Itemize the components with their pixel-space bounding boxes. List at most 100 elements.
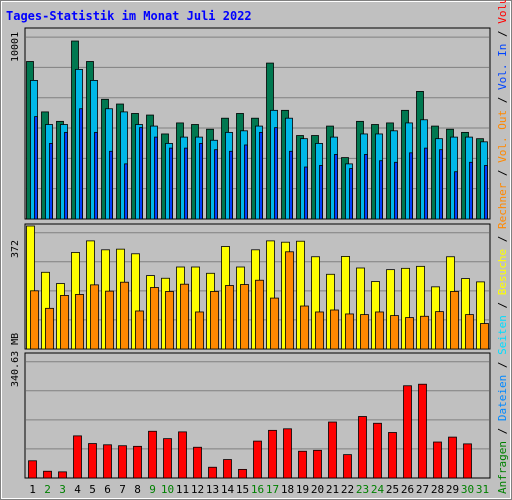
x-tick-label-day-22: 22 (341, 483, 354, 496)
bar-top-seiten-day-19 (304, 166, 308, 220)
x-tick-label-day-12: 12 (191, 483, 204, 496)
bar-bottom-volumen-day-6 (103, 444, 112, 479)
legend-separator: / (496, 24, 509, 44)
x-tick-label-day-31: 31 (476, 483, 489, 496)
panel-top-ymax-label: 10001 (10, 32, 21, 62)
bar-middle-rechner-day-6 (105, 290, 114, 350)
x-tick-label-day-1: 1 (29, 483, 36, 496)
x-tick-label-day-3: 3 (59, 483, 66, 496)
legend-item-dateien: Dateien (496, 375, 509, 421)
bar-bottom-volumen-day-8 (133, 445, 142, 479)
bar-top-seiten-day-9 (154, 136, 158, 220)
bar-middle-rechner-day-28 (435, 311, 444, 350)
bar-middle-rechner-day-29 (450, 291, 459, 350)
bar-top-seiten-day-30 (469, 161, 473, 220)
bar-top-seiten-day-25 (394, 161, 398, 220)
bar-bottom-volumen-day-9 (148, 430, 157, 479)
x-tick-label-day-20: 20 (311, 483, 324, 496)
bar-middle-rechner-day-21 (330, 309, 339, 350)
bar-bottom-volumen-day-20 (313, 449, 322, 479)
bar-middle-rechner-day-18 (285, 251, 294, 350)
bar-bottom-volumen-day-1 (28, 460, 37, 479)
bar-middle-rechner-day-12 (195, 311, 204, 350)
bar-top-seiten-day-17 (274, 127, 278, 220)
bar-middle-rechner-day-8 (135, 310, 144, 350)
legend-item-vol-out: Vol. Out (496, 110, 509, 163)
legend-separator: / (496, 90, 509, 110)
bar-middle-rechner-day-24 (375, 311, 384, 350)
bar-middle-rechner-day-9 (150, 287, 159, 350)
bar-middle-rechner-day-25 (390, 315, 399, 350)
legend-item-rechner: Rechner (496, 182, 509, 229)
bar-top-seiten-day-26 (409, 152, 413, 220)
bar-top-seiten-day-31 (484, 165, 488, 220)
bar-top-seiten-day-18 (289, 150, 293, 220)
legend-separator: / (496, 229, 509, 249)
bar-top-seiten-day-27 (424, 147, 428, 220)
bar-top-seiten-day-6 (109, 150, 113, 220)
bar-middle-rechner-day-30 (465, 314, 474, 350)
x-tick-label-day-29: 29 (446, 483, 459, 496)
legend-separator: / (496, 163, 509, 183)
bar-bottom-volumen-day-5 (88, 443, 97, 479)
bar-bottom-volumen-day-7 (118, 445, 127, 479)
x-tick-label-day-18: 18 (281, 483, 294, 496)
bar-top-seiten-day-12 (199, 142, 203, 220)
bar-top-seiten-day-1 (34, 116, 38, 220)
bar-top-seiten-day-14 (229, 150, 233, 220)
bar-bottom-volumen-day-13 (208, 466, 217, 479)
legend-item-vol-in: Vol. In (496, 44, 509, 90)
bar-middle-rechner-day-27 (420, 315, 429, 350)
bar-bottom-volumen-day-2 (43, 470, 52, 479)
x-tick-label-day-7: 7 (119, 483, 126, 496)
legend-separator: / (496, 421, 509, 441)
bar-middle-rechner-day-26 (405, 317, 414, 350)
bar-middle-rechner-day-16 (255, 279, 264, 350)
bar-bottom-volumen-day-21 (328, 421, 337, 479)
x-tick-label-day-14: 14 (221, 483, 235, 496)
legend-item-volumen: Volumen (496, 0, 509, 24)
x-tick-label-day-13: 13 (206, 483, 219, 496)
panel-bottom-ymax-label: 340.63 MB (10, 333, 21, 387)
bar-top-seiten-day-24 (379, 160, 383, 220)
bar-top-seiten-day-13 (214, 149, 218, 220)
x-tick-label-day-17: 17 (266, 483, 279, 496)
x-tick-label-day-11: 11 (176, 483, 189, 496)
legend-separator: / (496, 355, 509, 375)
bar-bottom-volumen-day-22 (343, 454, 352, 479)
bar-middle-rechner-day-22 (345, 313, 354, 350)
x-tick-label-day-23: 23 (356, 483, 369, 496)
bar-bottom-volumen-day-28 (433, 441, 442, 479)
bar-bottom-volumen-day-24 (373, 422, 382, 479)
x-tick-label-day-19: 19 (296, 483, 309, 496)
bar-middle-rechner-day-20 (315, 311, 324, 350)
bar-bottom-volumen-day-25 (388, 432, 397, 479)
bar-bottom-volumen-day-17 (268, 429, 277, 479)
bar-bottom-volumen-day-26 (403, 385, 412, 479)
bar-top-seiten-day-4 (79, 108, 83, 220)
bar-top-seiten-day-28 (439, 149, 443, 220)
x-tick-label-day-24: 24 (371, 483, 385, 496)
bar-bottom-volumen-day-30 (463, 443, 472, 479)
bar-bottom-volumen-day-18 (283, 428, 292, 479)
chart-title: Tages-Statistik im Monat Juli 2022 (6, 9, 252, 23)
x-tick-label-day-15: 15 (236, 483, 249, 496)
x-tick-label-day-10: 10 (161, 483, 174, 496)
bar-middle-rechner-day-4 (75, 294, 84, 350)
bar-top-seiten-day-11 (184, 147, 188, 220)
bar-top-seiten-day-23 (364, 154, 368, 220)
bar-top-seiten-day-21 (334, 154, 338, 220)
bar-middle-rechner-day-23 (360, 314, 369, 350)
bar-bottom-volumen-day-10 (163, 438, 172, 479)
bar-middle-rechner-day-1 (30, 290, 39, 350)
bar-middle-rechner-day-15 (240, 284, 249, 350)
bar-top-seiten-day-2 (49, 142, 53, 220)
bar-bottom-volumen-day-11 (178, 431, 187, 479)
bar-bottom-volumen-day-12 (193, 446, 202, 479)
bar-middle-rechner-day-14 (225, 285, 234, 350)
x-tick-label-day-26: 26 (401, 483, 414, 496)
x-tick-label-day-8: 8 (134, 483, 141, 496)
